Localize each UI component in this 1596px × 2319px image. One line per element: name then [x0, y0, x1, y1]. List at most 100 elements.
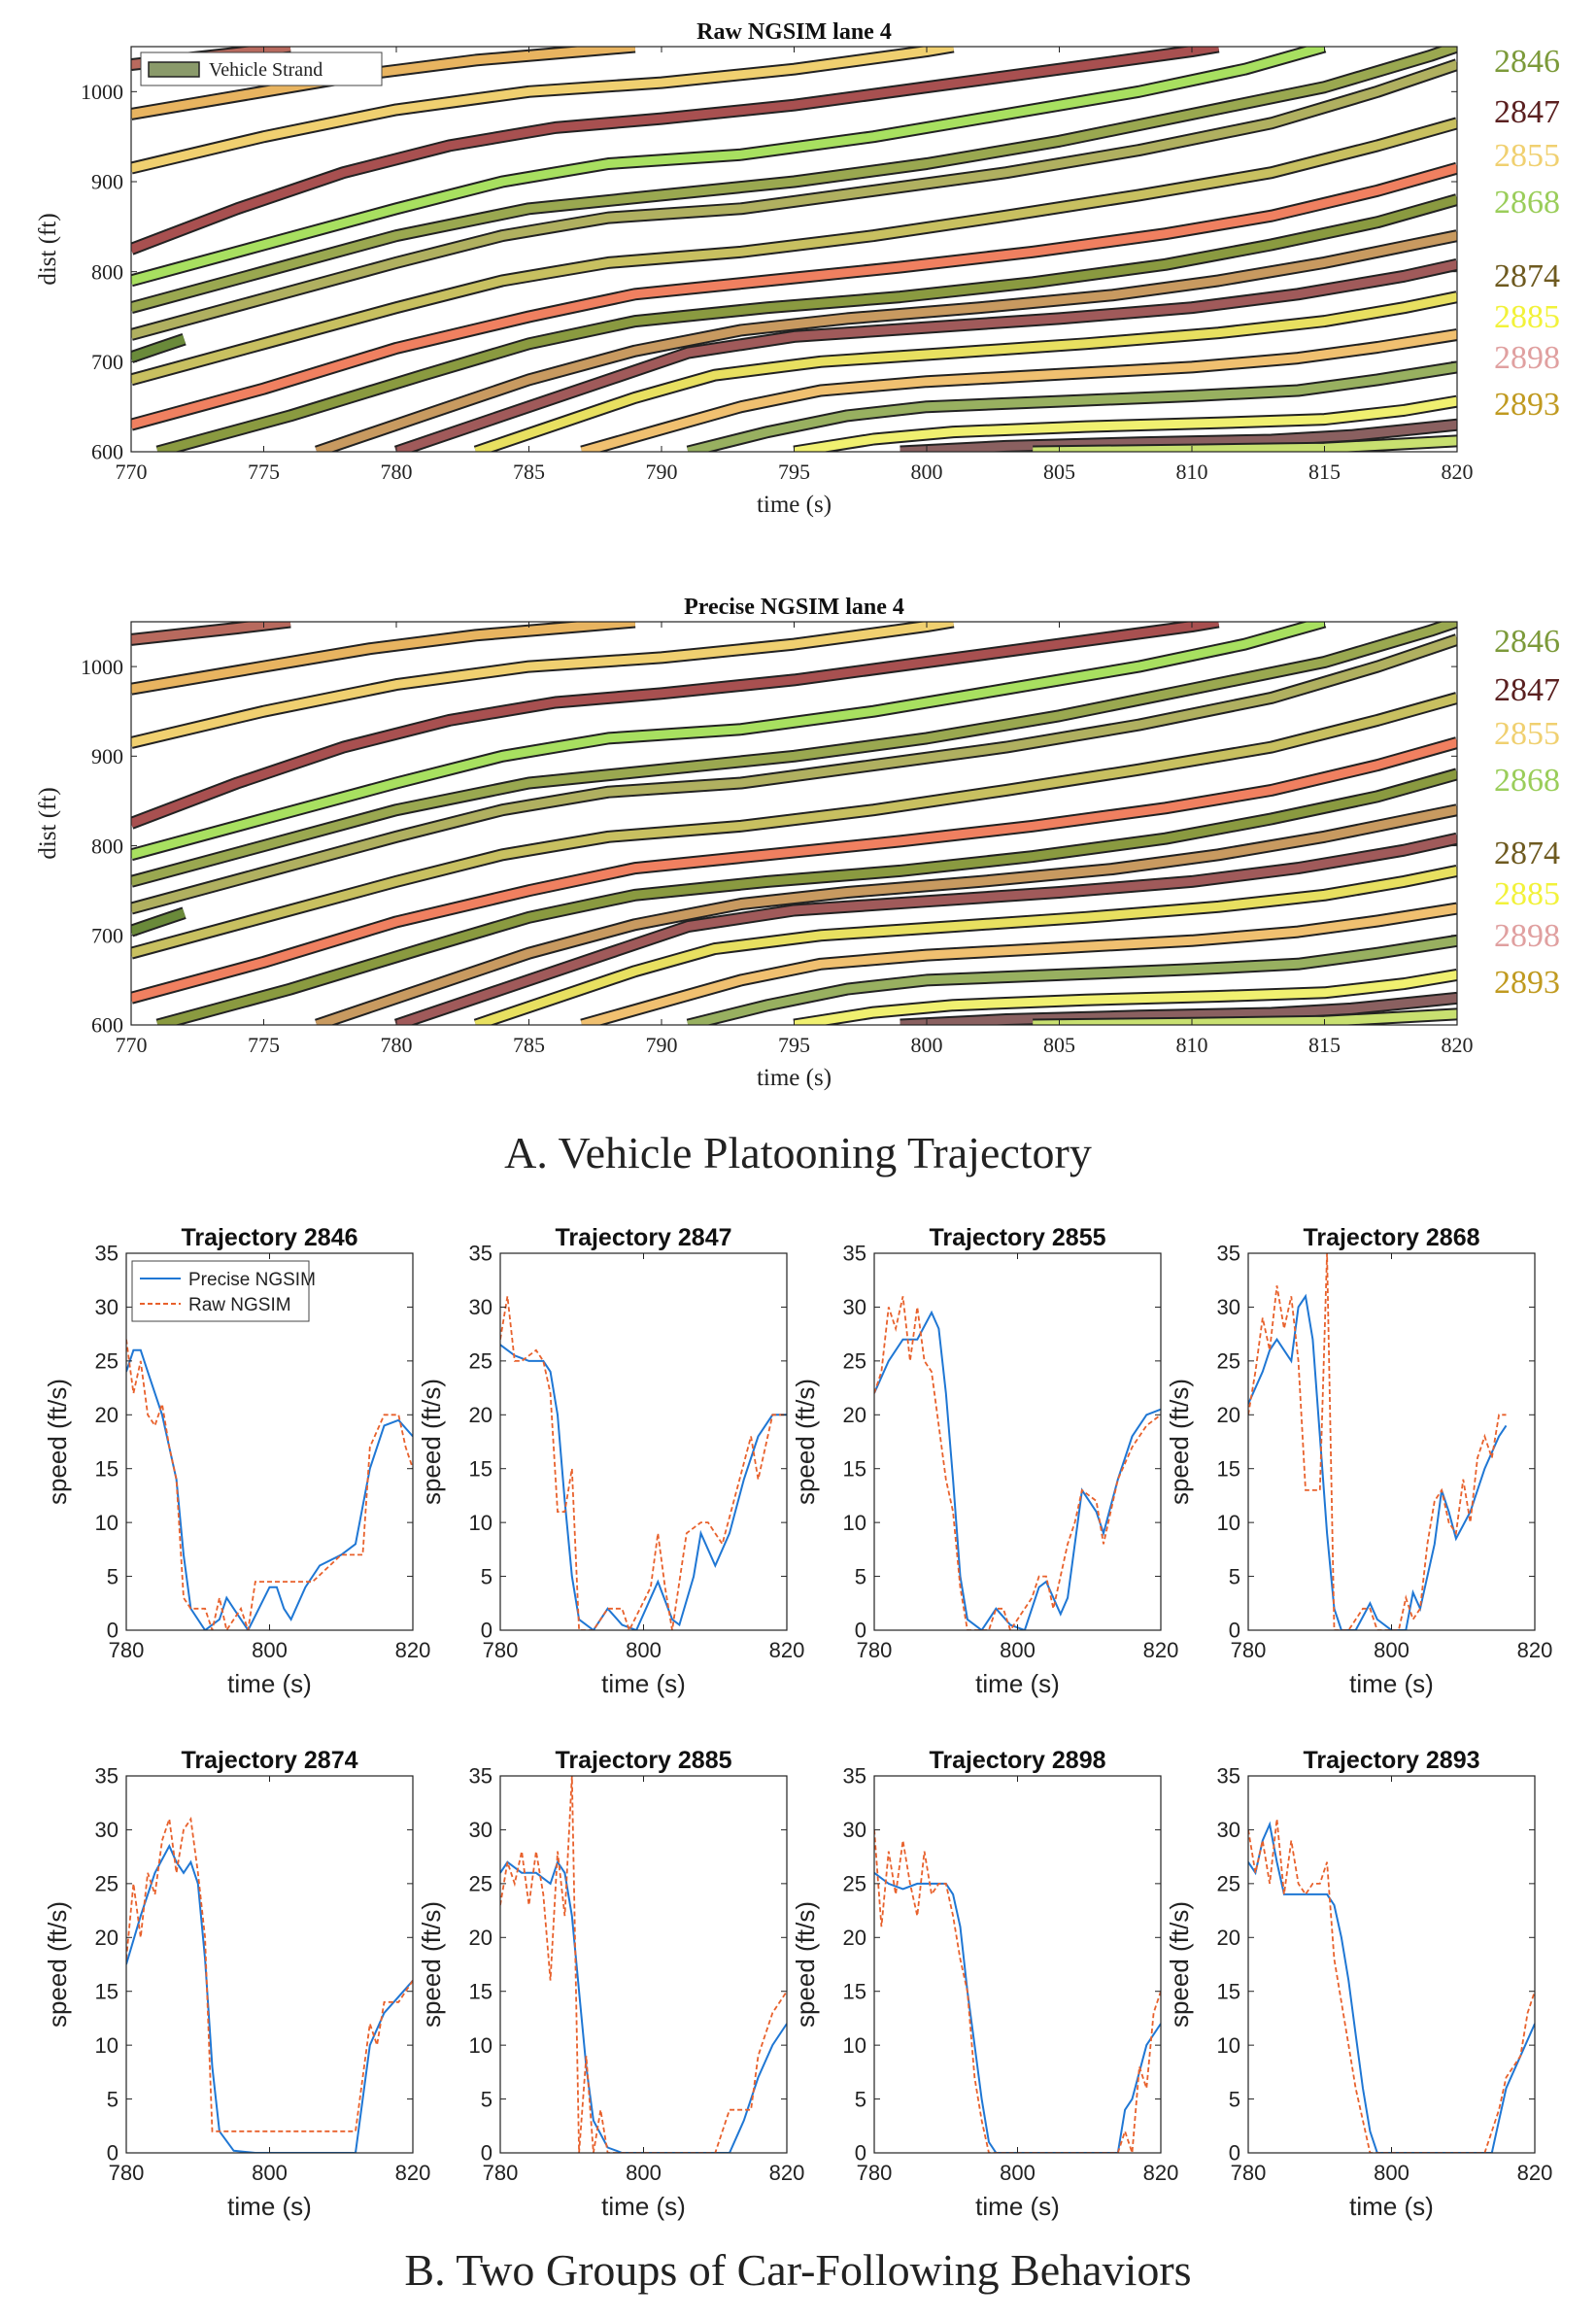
- chart-panel-3: 780 800 820 0 5 10 15 20 25 30 35 Trajectory 2847 ti…: [417, 1224, 804, 1698]
- y-tick-label: 30: [1217, 1295, 1240, 1319]
- x-axis-label: time (s): [1349, 2192, 1434, 2221]
- vehicle-label-2868: 2868: [1494, 185, 1560, 221]
- vehicle-strand-6: [131, 60, 1457, 339]
- y-tick-label: 5: [855, 2087, 866, 2111]
- legend-box: [131, 1260, 310, 1322]
- x-tick-label: 800: [1374, 2161, 1409, 2185]
- y-tick-label: 25: [843, 1349, 866, 1374]
- x-tick-label: 820: [1442, 1033, 1474, 1057]
- chart-panel-4: 780 800 820 0 5 10 15 20 25 30 35 Trajectory 2855 ti…: [791, 1224, 1178, 1698]
- chart-title: Trajectory 2868: [1303, 1224, 1479, 1251]
- x-tick-label: 810: [1176, 1033, 1208, 1057]
- y-tick-label: 5: [107, 1564, 119, 1588]
- chart-panel-0: 770 775 780 785 790 795 800 805 810 815 820 600 700 8…: [35, 19, 1474, 518]
- y-tick-label: 20: [1217, 1926, 1240, 1950]
- series-line-raw: [500, 1296, 787, 1630]
- y-axis-label: speed (ft/s): [417, 1379, 446, 1505]
- y-axis-label: speed (ft/s): [791, 1901, 820, 2028]
- vehicle-strand-9: [131, 738, 1457, 1003]
- x-tick-label: 820: [1442, 460, 1474, 484]
- y-tick-label: 25: [95, 1349, 119, 1374]
- legend-swatch: [148, 61, 200, 78]
- y-tick-label: 30: [469, 1295, 492, 1319]
- x-tick-label: 785: [513, 460, 545, 484]
- vehicle-label-2898: 2898: [1494, 918, 1560, 954]
- vehicle-strand-13: [474, 292, 1457, 452]
- x-tick-label: 780: [109, 2161, 145, 2185]
- vehicle-label-2868: 2868: [1494, 763, 1560, 799]
- series-line-precise: [1248, 1293, 1508, 1630]
- y-axis-label: speed (ft/s): [791, 1379, 820, 1505]
- vehicle-label-2893: 2893: [1494, 965, 1560, 1001]
- y-tick-label: 25: [843, 1872, 866, 1896]
- y-tick-label: 5: [1229, 2087, 1240, 2111]
- chart-panel-6: 780 800 820 0 5 10 15 20 25 30 35 Trajectory 2874 ti…: [43, 1747, 430, 2221]
- vehicle-label-2874: 2874: [1494, 258, 1560, 294]
- y-tick-label: 15: [1217, 1456, 1240, 1481]
- legend-label-precise: Precise NGSIM: [188, 1270, 316, 1290]
- y-tick-label: 900: [91, 744, 123, 768]
- series-group: [500, 1296, 787, 1630]
- vehicle-label-2847: 2847: [1494, 672, 1560, 708]
- y-tick-label: 35: [843, 1764, 866, 1789]
- vehicle-strand-8: [131, 119, 1457, 385]
- chart-title: Trajectory 2893: [1303, 1747, 1479, 1774]
- x-tick-label: 800: [1000, 2161, 1036, 2185]
- y-tick-label: 1000: [81, 655, 123, 679]
- y-tick-label: 15: [95, 1456, 119, 1481]
- y-tick-label: 15: [469, 1979, 492, 2003]
- caption-a: A. Vehicle Platooning Trajectory: [504, 1128, 1092, 1177]
- y-tick-label: 30: [1217, 1818, 1240, 1842]
- x-tick-label: 780: [381, 460, 413, 484]
- series-line-raw: [874, 1296, 1161, 1630]
- vehicle-label-2855: 2855: [1494, 716, 1560, 752]
- x-axis-label: time (s): [1349, 1669, 1434, 1698]
- x-tick-label: 800: [911, 460, 943, 484]
- x-tick-label: 775: [248, 1033, 280, 1057]
- y-tick-label: 1000: [81, 80, 123, 104]
- vehicle-strand-8: [131, 694, 1457, 958]
- x-tick-label: 810: [1176, 460, 1208, 484]
- y-axis-label: dist (ft): [35, 213, 61, 285]
- y-tick-label: 15: [469, 1456, 492, 1481]
- vehicle-strand-18: [1033, 1009, 1457, 1025]
- chart-panel-7: 780 800 820 0 5 10 15 20 25 30 35 Trajectory 2885 ti…: [417, 1747, 804, 2221]
- vehicle-strand-16: [793, 396, 1457, 452]
- series-line-raw: [126, 1339, 413, 1630]
- series-group: [500, 1776, 787, 2153]
- legend-label-raw: Raw NGSIM: [188, 1295, 291, 1315]
- y-axis-label: dist (ft): [35, 787, 61, 859]
- series-group: [1248, 1819, 1535, 2153]
- y-tick-label: 25: [1217, 1872, 1240, 1896]
- vehicle-strand-10: [156, 195, 1457, 452]
- vehicle-strand-12: [394, 834, 1457, 1025]
- vehicle-strand-2: [131, 622, 955, 747]
- vehicle-label-2898: 2898: [1494, 340, 1560, 376]
- x-tick-label: 820: [1517, 1638, 1553, 1662]
- vehicle-strand-9: [131, 163, 1457, 429]
- series-line-raw: [500, 1776, 787, 2153]
- vehicle-label-2885: 2885: [1494, 876, 1560, 912]
- x-tick-label: 800: [911, 1033, 943, 1057]
- chart-panel-9: 780 800 820 0 5 10 15 20 25 30 35 Trajectory 2893 ti…: [1165, 1747, 1552, 2221]
- caption-b: B. Two Groups of Car-Following Behaviors: [404, 2245, 1192, 2295]
- y-tick-label: 10: [1217, 1511, 1240, 1535]
- vehicle-strand-16: [793, 970, 1457, 1025]
- chart-panel-2: 780 800 820 0 5 10 15 20 25 30 35 Trajectory 2846 ti…: [43, 1224, 430, 1698]
- vehicle-strand-1: [131, 622, 636, 694]
- x-tick-label: 780: [483, 1638, 519, 1662]
- plot-area: [1248, 1253, 1535, 1630]
- y-tick-label: 10: [1217, 2033, 1240, 2058]
- vehicle-strand-0: [131, 622, 291, 644]
- y-tick-label: 700: [91, 923, 123, 947]
- x-tick-label: 780: [483, 2161, 519, 2185]
- vehicle-strand-11: [315, 805, 1457, 1025]
- chart-title: Trajectory 2847: [555, 1224, 731, 1251]
- y-tick-label: 800: [91, 834, 123, 858]
- y-tick-label: 0: [107, 2141, 119, 2166]
- x-tick-label: 800: [1374, 1638, 1409, 1662]
- series-line-precise: [126, 1348, 413, 1630]
- x-axis-label: time (s): [975, 2192, 1060, 2221]
- vehicle-strand-6: [131, 635, 1457, 913]
- vehicle-strand-18: [1033, 436, 1457, 452]
